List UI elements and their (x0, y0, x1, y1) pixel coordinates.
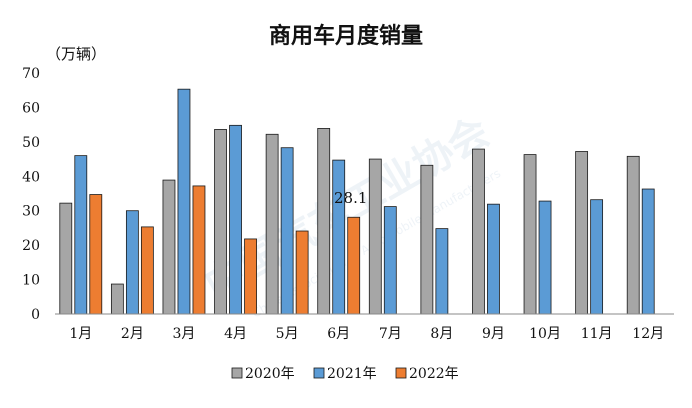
bar-2021年-2月 (125, 210, 139, 315)
watermark-text: 中国汽车工业协会 (197, 109, 497, 309)
x-tick-label: 8月 (430, 326, 453, 342)
y-tick-label: 60 (22, 100, 40, 116)
bar-2021年-1月 (74, 155, 88, 315)
x-tick-label: 4月 (224, 326, 247, 342)
y-tick-label: 20 (22, 238, 40, 254)
bar-2020年-3月 (162, 179, 176, 315)
bar-2020年-8月 (420, 164, 434, 315)
x-tick-label: 2月 (121, 326, 144, 342)
bar-2022年-1月 (89, 194, 103, 315)
bar-2021年-5月 (280, 147, 294, 315)
bar-2021年-10月 (538, 200, 552, 315)
bar-2021年-12月 (641, 188, 655, 315)
x-tick-label: 10月 (529, 326, 561, 342)
y-tick-label: 40 (22, 169, 40, 185)
x-tick-label: 1月 (69, 326, 92, 342)
legend: 2020年 2021年 2022年 (231, 366, 459, 382)
x-axis: 1月 2月 3月 4月 5月 6月 7月 8月 9月 10月 11月 12月 (55, 313, 674, 342)
bar-2020年-9月 (472, 148, 485, 315)
x-tick-label: 6月 (327, 326, 350, 342)
y-tick-label: 0 (31, 307, 40, 323)
bar-2020年-12月 (626, 155, 640, 315)
x-tick-label: 5月 (276, 326, 299, 342)
bar-2021年-11月 (590, 199, 604, 315)
bar-2020年-4月 (214, 129, 227, 315)
bar-2020年-2月 (110, 283, 124, 315)
x-tick-label: 11月 (581, 326, 613, 342)
legend-label: 2022年 (409, 366, 459, 382)
bar-2020年-7月 (368, 158, 382, 315)
bar-2022年-6月 (347, 216, 361, 315)
data-label: 28.1 (334, 189, 367, 207)
bars (59, 88, 655, 315)
bar-2020年-6月 (317, 128, 331, 315)
x-tick-label: 7月 (379, 326, 402, 342)
annotations: 28.1 (334, 189, 367, 207)
bar-2022年-3月 (192, 185, 206, 315)
legend-label: 2020年 (245, 366, 295, 382)
bar-2021年-7月 (383, 206, 397, 315)
bar-2020年-5月 (265, 133, 279, 315)
y-tick-label: 30 (22, 204, 40, 220)
bar-2021年-8月 (435, 228, 449, 315)
bar-2021年-9月 (487, 203, 500, 315)
bar-2020年-10月 (523, 154, 537, 315)
legend-swatch (313, 367, 325, 379)
legend-swatch (395, 367, 407, 379)
y-tick-label: 70 (22, 66, 40, 82)
bar-2021年-6月 (332, 159, 346, 315)
y-tick-label: 50 (22, 135, 40, 151)
y-axis: 0 10 20 30 40 50 60 70 (22, 66, 40, 323)
bar-2021年-3月 (177, 88, 191, 315)
bar-2020年-1月 (59, 202, 73, 315)
bar-2020年-11月 (575, 151, 589, 315)
chart-title: 商用车月度销量 (269, 23, 423, 49)
y-tick-label: 10 (22, 273, 40, 289)
bar-2022年-2月 (140, 226, 154, 315)
x-tick-label: 9月 (482, 326, 505, 342)
x-tick-label: 12月 (632, 326, 664, 342)
legend-swatch (231, 367, 243, 379)
bar-2022年-5月 (295, 230, 309, 315)
legend-label: 2021年 (327, 366, 377, 382)
x-tick-label: 3月 (172, 326, 195, 342)
bar-2022年-4月 (244, 238, 257, 315)
unit-label: （万辆） (46, 45, 106, 63)
bar-2021年-4月 (229, 124, 242, 315)
